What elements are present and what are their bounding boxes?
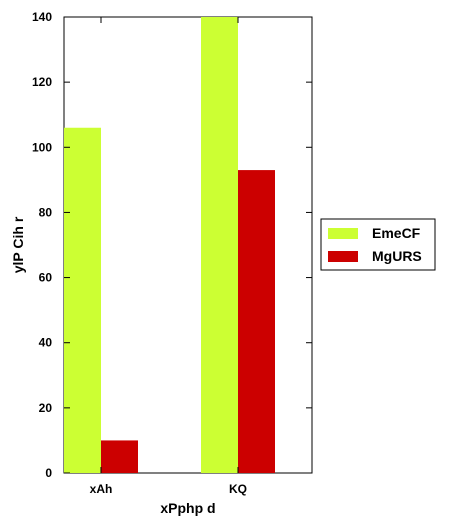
bar-emecf-kq	[201, 17, 238, 473]
legend: EmeCF MgURS	[320, 218, 436, 271]
y-tick-label: 100	[32, 140, 52, 154]
x-axis-title: xPphp d	[160, 500, 215, 516]
legend-swatch-emecf	[328, 228, 358, 239]
y-tick-label: 0	[45, 466, 52, 480]
y-tick-label: 80	[39, 205, 53, 219]
bar-mgurs-xah	[101, 440, 138, 473]
y-axis-title: ylP Cih r	[10, 216, 26, 273]
bars-group	[64, 17, 275, 474]
x-tick-label: xAh	[90, 482, 113, 496]
y-tick-label: 60	[39, 271, 53, 285]
y-tick-label: 140	[32, 10, 52, 24]
y-tick-label: 20	[39, 401, 53, 415]
legend-label-emecf: EmeCF	[372, 225, 421, 241]
legend-swatch-mgurs	[328, 251, 358, 262]
x-axis: xAh KQ	[90, 17, 247, 496]
y-tick-label: 40	[39, 336, 53, 350]
y-axis: 0 20 40 60 80 100 120 140	[32, 10, 312, 480]
bar-emecf-xah	[64, 127, 101, 473]
legend-label-mgurs: MgURS	[372, 248, 422, 264]
bar-mgurs-kq	[238, 170, 275, 474]
x-tick-label: KQ	[229, 482, 247, 496]
y-tick-label: 120	[32, 75, 52, 89]
